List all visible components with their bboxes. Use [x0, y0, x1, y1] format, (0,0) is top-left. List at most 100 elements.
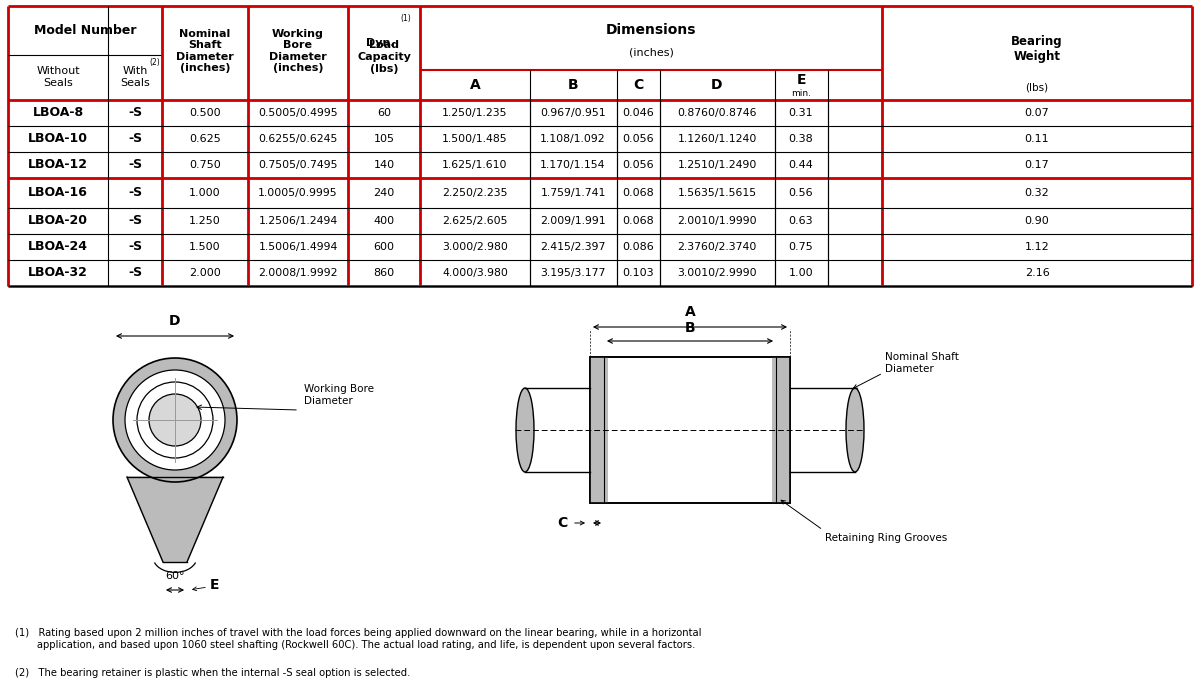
Text: LBOA-12: LBOA-12	[28, 158, 88, 172]
Text: (inches): (inches)	[629, 47, 673, 57]
Text: 2.16: 2.16	[1025, 268, 1049, 278]
Text: -S: -S	[128, 133, 142, 145]
Text: (1)   Rating based upon 2 million inches of travel with the load forces being ap: (1) Rating based upon 2 million inches o…	[14, 628, 702, 650]
Text: 3.0010/2.9990: 3.0010/2.9990	[677, 268, 757, 278]
Circle shape	[113, 358, 238, 482]
Polygon shape	[127, 477, 223, 562]
Text: Bearing
Weight: Bearing Weight	[1012, 35, 1063, 63]
Text: Nominal Shaft
Diameter: Nominal Shaft Diameter	[886, 352, 959, 374]
Text: Nominal
Shaft
Diameter
(inches): Nominal Shaft Diameter (inches)	[176, 29, 234, 73]
Text: 140: 140	[373, 160, 395, 170]
Text: 1.0005/0.9995: 1.0005/0.9995	[258, 188, 338, 198]
Text: Dimensions: Dimensions	[606, 23, 696, 37]
Text: (2)   The bearing retainer is plastic when the internal -S seal option is select: (2) The bearing retainer is plastic when…	[14, 668, 410, 678]
Text: 2.000: 2.000	[190, 268, 221, 278]
Text: 60°: 60°	[166, 571, 185, 581]
Text: 3.000/2.980: 3.000/2.980	[442, 242, 508, 252]
Text: 1.170/1.154: 1.170/1.154	[540, 160, 606, 170]
Text: 1.759/1.741: 1.759/1.741	[540, 188, 606, 198]
Text: With: With	[122, 66, 148, 76]
Text: LBOA-20: LBOA-20	[28, 214, 88, 228]
Text: Dyn.: Dyn.	[366, 38, 395, 48]
Text: 0.068: 0.068	[622, 188, 654, 198]
Text: 0.500: 0.500	[190, 108, 221, 118]
Text: 2.009/1.991: 2.009/1.991	[540, 216, 606, 226]
Text: 0.046: 0.046	[622, 108, 654, 118]
Text: 1.108/1.092: 1.108/1.092	[540, 134, 606, 144]
Text: 3.195/3.177: 3.195/3.177	[540, 268, 606, 278]
Text: Working
Bore
Diameter
(inches): Working Bore Diameter (inches)	[269, 29, 326, 73]
Text: 0.068: 0.068	[622, 216, 654, 226]
Text: A: A	[685, 305, 695, 319]
Text: 1.500: 1.500	[190, 242, 221, 252]
Text: 0.086: 0.086	[622, 242, 654, 252]
Text: -S: -S	[128, 267, 142, 279]
Text: -S: -S	[128, 214, 142, 228]
Text: 2.3760/2.3740: 2.3760/2.3740	[677, 242, 757, 252]
Bar	[590, 357, 608, 503]
Bar	[590, 357, 790, 503]
Text: LBOA-32: LBOA-32	[28, 267, 88, 279]
Text: LBOA-8: LBOA-8	[32, 107, 84, 119]
Text: 0.56: 0.56	[788, 188, 814, 198]
Text: (1): (1)	[400, 14, 410, 23]
Text: 1.2506/1.2494: 1.2506/1.2494	[258, 216, 337, 226]
Text: Without
Seals: Without Seals	[36, 66, 80, 88]
Text: Working Bore
Diameter: Working Bore Diameter	[304, 384, 374, 406]
Text: 0.625: 0.625	[190, 134, 221, 144]
Text: 0.8760/0.8746: 0.8760/0.8746	[677, 108, 757, 118]
Text: B: B	[568, 78, 578, 92]
Text: 0.17: 0.17	[1025, 160, 1049, 170]
Text: 60: 60	[377, 108, 391, 118]
Text: 1.00: 1.00	[788, 268, 814, 278]
Text: 0.7505/0.7495: 0.7505/0.7495	[258, 160, 337, 170]
Text: min.: min.	[791, 89, 811, 98]
Text: 0.5005/0.4995: 0.5005/0.4995	[258, 108, 338, 118]
Text: A: A	[469, 78, 480, 92]
Text: 1.5006/1.4994: 1.5006/1.4994	[258, 242, 337, 252]
Text: LBOA-24: LBOA-24	[28, 241, 88, 253]
Text: 0.6255/0.6245: 0.6255/0.6245	[258, 134, 337, 144]
Text: 0.967/0.951: 0.967/0.951	[540, 108, 606, 118]
Text: 2.0008/1.9992: 2.0008/1.9992	[258, 268, 337, 278]
Bar	[772, 357, 790, 503]
Text: 1.250: 1.250	[190, 216, 221, 226]
Text: 1.500/1.485: 1.500/1.485	[442, 134, 508, 144]
Circle shape	[149, 394, 202, 446]
Text: 1.250/1.235: 1.250/1.235	[443, 108, 508, 118]
Text: E: E	[797, 73, 805, 87]
Text: -S: -S	[128, 241, 142, 253]
Text: 1.12: 1.12	[1025, 242, 1049, 252]
Text: 0.103: 0.103	[622, 268, 654, 278]
Text: 2.250/2.235: 2.250/2.235	[443, 188, 508, 198]
Text: 4.000/3.980: 4.000/3.980	[442, 268, 508, 278]
Text: 400: 400	[373, 216, 395, 226]
Text: 2.0010/1.9990: 2.0010/1.9990	[677, 216, 757, 226]
Text: 0.63: 0.63	[788, 216, 814, 226]
Text: 2.625/2.605: 2.625/2.605	[443, 216, 508, 226]
Text: 1.000: 1.000	[190, 188, 221, 198]
Text: Model Number: Model Number	[34, 24, 137, 36]
Text: 1.5635/1.5615: 1.5635/1.5615	[678, 188, 756, 198]
Text: 0.44: 0.44	[788, 160, 814, 170]
Text: -S: -S	[128, 186, 142, 200]
Text: 0.38: 0.38	[788, 134, 814, 144]
Text: 1.625/1.610: 1.625/1.610	[443, 160, 508, 170]
Text: 2.415/2.397: 2.415/2.397	[540, 242, 606, 252]
Text: LBOA-16: LBOA-16	[28, 186, 88, 200]
Text: (lbs): (lbs)	[1026, 83, 1049, 93]
Text: C: C	[557, 516, 568, 530]
Text: -S: -S	[128, 158, 142, 172]
Text: D: D	[712, 78, 722, 92]
Text: Load
Capacity
(lbs): Load Capacity (lbs)	[358, 40, 410, 73]
Text: 105: 105	[373, 134, 395, 144]
Text: 1.1260/1.1240: 1.1260/1.1240	[677, 134, 757, 144]
Text: C: C	[632, 78, 643, 92]
Text: 860: 860	[373, 268, 395, 278]
Text: 0.056: 0.056	[622, 134, 654, 144]
Text: LBOA-10: LBOA-10	[28, 133, 88, 145]
Text: 0.11: 0.11	[1025, 134, 1049, 144]
Text: (2): (2)	[149, 59, 160, 68]
Text: E: E	[210, 578, 220, 592]
Text: D: D	[169, 314, 181, 328]
